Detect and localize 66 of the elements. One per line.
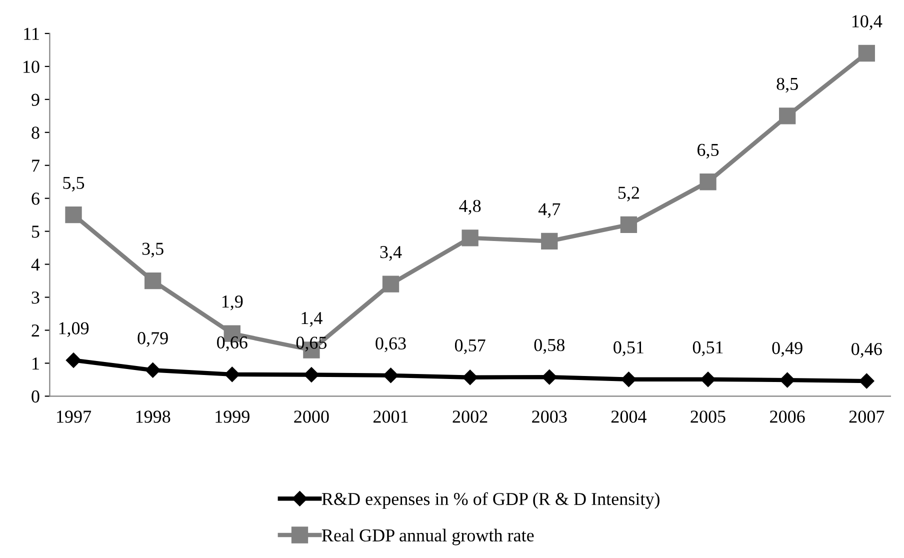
data-label: 0,51 [614, 341, 644, 356]
x-tick-label: 1998 [136, 410, 170, 423]
point [224, 366, 240, 382]
point [66, 352, 82, 368]
y-tick-label: 8 [32, 126, 40, 139]
data-label: 0,66 [217, 336, 248, 352]
x-tick-label: 1999 [216, 410, 250, 423]
y-tick-label: 6 [32, 192, 40, 205]
data-label: 1,9 [222, 296, 243, 310]
data-label: 0,79 [138, 332, 168, 347]
data-label: 6,5 [698, 144, 719, 159]
point [700, 372, 716, 387]
point [780, 372, 795, 388]
point [779, 108, 796, 124]
x-tick-label: 2004 [611, 410, 646, 423]
point [304, 367, 320, 382]
y-tick-label: 2 [32, 324, 39, 336]
point [700, 174, 716, 190]
y-tick-label: 7 [32, 160, 40, 172]
data-label: 0,46 [852, 342, 882, 358]
data-label: 3,4 [380, 246, 402, 261]
point [462, 370, 478, 385]
x-tick-label: 2002 [452, 410, 488, 423]
point [541, 232, 558, 250]
legend-label: Real GDP annual growth rate [322, 528, 534, 546]
x-tick-label: 2003 [532, 410, 567, 423]
y-tick-label: 9 [32, 94, 40, 106]
data-label: 0,51 [692, 341, 723, 356]
point [542, 369, 557, 385]
data-label: 4,8 [459, 200, 481, 215]
point [621, 372, 636, 387]
data-label: 1,4 [302, 312, 322, 327]
point [462, 230, 478, 246]
point [383, 368, 398, 383]
point [859, 373, 874, 389]
point [382, 276, 400, 292]
point [65, 206, 82, 224]
y-tick-label: 0 [32, 390, 40, 403]
point [858, 44, 875, 62]
y-tick-label: 11 [24, 28, 39, 40]
x-tick-label: 2007 [849, 410, 884, 423]
data-label: 0,63 [376, 337, 406, 352]
data-label: 0,49 [772, 342, 802, 357]
point [145, 362, 160, 378]
y-tick-label: 1 [32, 358, 39, 370]
data-label: 5,5 [63, 176, 84, 192]
data-label: 5,2 [618, 186, 639, 202]
y-tick-label: 3 [32, 292, 40, 304]
data-label: 0,58 [534, 338, 565, 354]
x-tick-label: 2000 [294, 410, 329, 423]
x-tick-label: 2001 [374, 410, 408, 423]
y-tick-label: 5 [32, 226, 40, 238]
x-tick-label: 2005 [690, 410, 726, 423]
legend-label: R&D expenses in % of GDP (R & D Intensity) [322, 492, 660, 509]
data-label: 8,5 [776, 78, 798, 93]
data-label: 4,7 [538, 203, 560, 218]
data-label: 3,5 [142, 242, 164, 258]
x-tick-label: 1997 [57, 410, 92, 423]
point [144, 272, 162, 290]
y-tick-label: 4 [31, 258, 40, 271]
y-tick-label: 10 [24, 60, 40, 73]
x-tick-label: 2006 [770, 410, 805, 423]
data-label: 0,57 [454, 339, 486, 354]
data-label: 1,09 [59, 322, 89, 337]
data-label: 10,4 [852, 15, 882, 30]
point [620, 216, 638, 234]
